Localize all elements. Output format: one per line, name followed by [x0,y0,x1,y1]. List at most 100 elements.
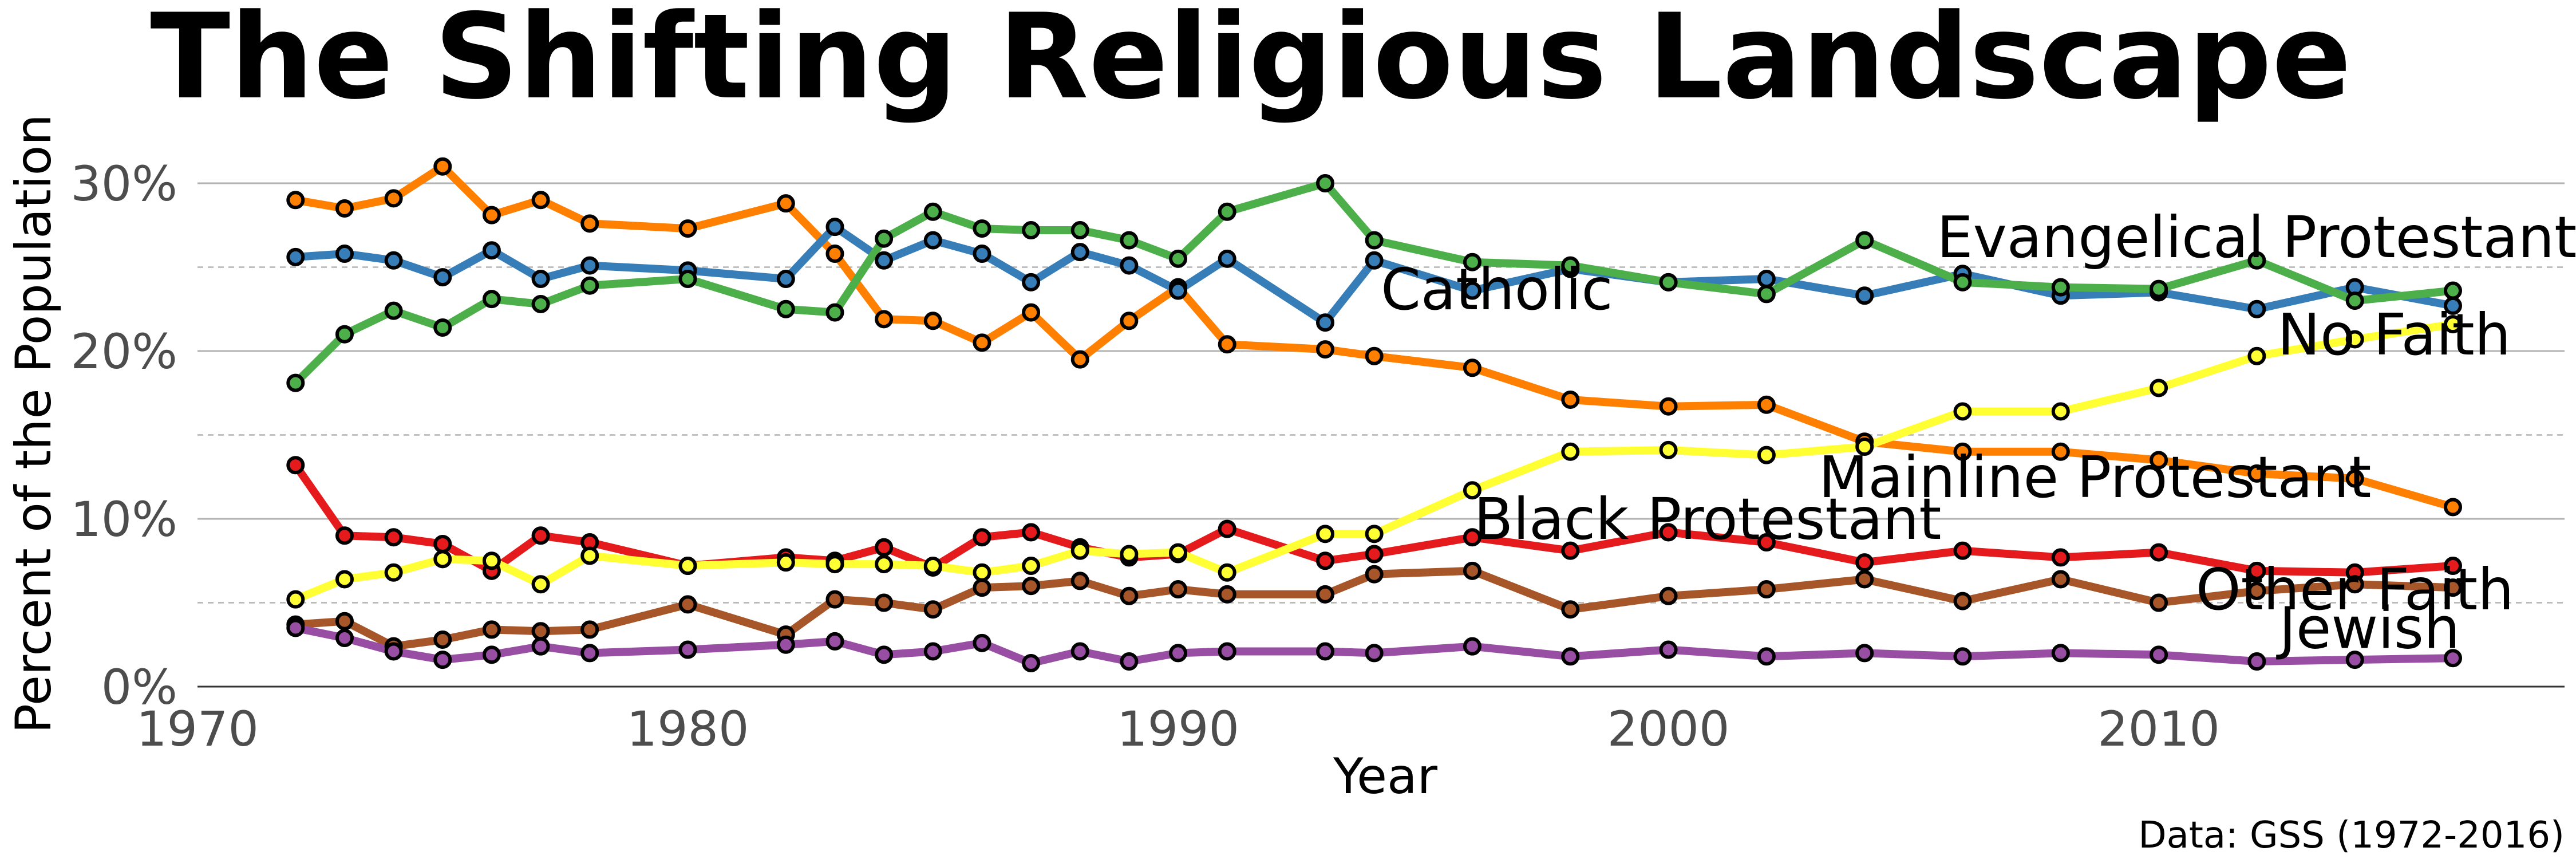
data-point-catholic [531,270,550,289]
data-point-other-faith [1169,580,1188,599]
data-point-mainline-protestant [1561,390,1580,409]
data-point-black-protestant [1659,523,1678,542]
chart-title: The Shifting Religious Landscape [150,0,2351,125]
data-point-no-faith [384,563,403,582]
data-point-evangelical-protestant [580,276,599,295]
data-point-other-faith [973,578,991,597]
data-point-mainline-protestant [1463,358,1481,377]
data-point-other-faith [1365,565,1384,584]
data-point-black-protestant [1953,541,1972,560]
data-point-black-protestant [973,528,991,547]
data-point-mainline-protestant [286,191,305,210]
data-point-no-faith [1855,438,1874,456]
data-point-other-faith [1463,561,1481,580]
data-point-jewish [776,635,795,654]
data-point-mainline-protestant [1022,303,1041,322]
data-point-other-faith [1022,577,1041,596]
data-point-jewish [1120,652,1139,671]
data-point-black-protestant [875,538,894,557]
data-point-black-protestant [384,528,403,547]
data-point-no-faith [678,557,697,576]
data-point-mainline-protestant [1757,395,1776,414]
data-point-black-protestant [2444,557,2462,576]
data-point-other-faith [531,622,550,641]
data-point-black-protestant [2150,543,2168,562]
data-point-jewish [531,637,550,656]
y-tick-label: 10% [70,491,177,547]
data-point-catholic [1855,286,1874,305]
data-point-evangelical-protestant [2345,291,2364,310]
data-point-jewish [1953,647,1972,666]
data-point-black-protestant [1218,519,1236,538]
data-point-jewish [2051,644,2070,663]
data-point-jewish [335,629,354,648]
data-point-black-protestant [1463,528,1481,547]
data-point-mainline-protestant [875,310,894,329]
data-point-catholic [1316,313,1334,332]
data-point-other-faith [825,590,844,609]
data-point-no-faith [1316,525,1334,543]
data-point-other-faith [875,593,894,612]
data-point-no-faith [580,546,599,565]
data-point-evangelical-protestant [2247,251,2266,270]
data-point-catholic [1365,251,1384,270]
data-point-no-faith [923,557,942,576]
y-tick-label: 30% [70,156,177,212]
data-point-other-faith [482,620,501,639]
data-point-other-faith [1218,585,1236,604]
data-point-jewish [580,644,599,663]
data-point-black-protestant [335,526,354,545]
data-point-evangelical-protestant [2150,279,2168,298]
data-point-other-faith [2051,570,2070,589]
data-point-mainline-protestant [580,214,599,233]
data-point-catholic [1218,249,1236,268]
data-point-catholic [923,231,942,250]
data-point-mainline-protestant [1218,335,1236,354]
data-point-mainline-protestant [1316,340,1334,359]
data-point-catholic [825,218,844,237]
series-label-catholic: Catholic [1381,256,1613,323]
data-point-other-faith [335,612,354,631]
data-point-jewish [2247,652,2266,671]
data-point-black-protestant [1365,545,1384,564]
data-point-catholic [2247,300,2266,318]
data-point-evangelical-protestant [335,325,354,344]
data-point-other-faith [2150,593,2168,612]
data-point-evangelical-protestant [1561,256,1580,275]
data-point-jewish [482,645,501,664]
data-point-other-faith [580,620,599,639]
data-point-jewish [1365,644,1384,663]
data-point-evangelical-protestant [1022,221,1041,240]
data-point-mainline-protestant [776,194,795,213]
data-point-mainline-protestant [531,191,550,210]
data-point-jewish [923,642,942,661]
data-source-caption: Data: GSS (1972-2016) [2138,814,2565,857]
data-point-no-faith [2345,330,2364,349]
data-point-evangelical-protestant [2444,281,2462,300]
data-point-evangelical-protestant [825,303,844,322]
data-point-evangelical-protestant [776,300,795,318]
data-point-black-protestant [1757,533,1776,552]
data-point-jewish [875,645,894,664]
data-point-jewish [1757,647,1776,666]
data-point-no-faith [1070,541,1089,560]
data-point-catholic [335,245,354,263]
data-point-mainline-protestant [923,312,942,330]
data-point-no-faith [825,555,844,574]
data-point-mainline-protestant [825,245,844,263]
data-point-evangelical-protestant [1757,285,1776,304]
data-point-mainline-protestant [482,206,501,224]
data-point-other-faith [1953,592,1972,610]
data-point-catholic [384,251,403,270]
data-point-jewish [1022,653,1041,672]
data-point-no-faith [1463,481,1481,500]
data-point-jewish [2345,651,2364,669]
data-point-mainline-protestant [1365,346,1384,365]
data-point-catholic [1120,256,1139,275]
data-point-black-protestant [531,526,550,545]
data-point-jewish [1561,647,1580,666]
data-point-jewish [384,642,403,661]
data-point-jewish [1218,642,1236,661]
data-point-catholic [875,251,894,270]
